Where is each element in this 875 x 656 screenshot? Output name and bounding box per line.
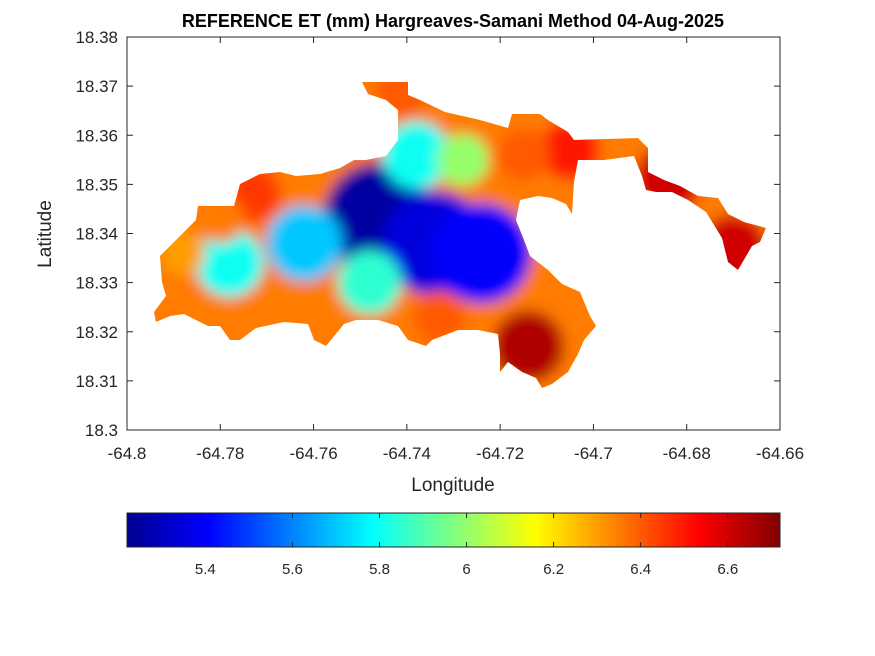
x-tick-label: -64.78 — [196, 444, 244, 463]
y-axis-ticks: 18.3 18.31 18.32 18.33 18.34 18.35 18.36 18.37 1… — [75, 28, 780, 440]
x-tick-label: -64.72 — [476, 444, 524, 463]
x-tick-label: -64.66 — [756, 444, 804, 463]
field-hotspot — [431, 203, 532, 304]
colorbar-tick-label: 6 — [462, 561, 470, 578]
x-tick-label: -64.7 — [574, 444, 613, 463]
x-tick-label: -64.68 — [663, 444, 711, 463]
y-tick-label: 18.31 — [75, 372, 118, 391]
y-tick-label: 18.3 — [85, 421, 118, 440]
colorbar-tick-label: 6.6 — [717, 561, 738, 578]
colorbar-ticks: 5.4 5.6 5.8 6 6.2 6.4 6.6 — [195, 513, 738, 578]
colorbar — [126, 512, 781, 548]
x-tick-label: -64.8 — [108, 444, 147, 463]
colorbar-tick-label: 5.8 — [369, 561, 390, 578]
y-tick-label: 18.34 — [75, 225, 118, 244]
colorbar-tick-label: 6.4 — [630, 561, 651, 578]
chart-title: REFERENCE ET (mm) Hargreaves-Samani Meth… — [182, 11, 724, 31]
field-hotspot — [382, 120, 451, 189]
x-axis-label: Longitude — [411, 475, 494, 496]
field-hotspot — [436, 133, 489, 186]
y-tick-label: 18.35 — [75, 175, 118, 194]
y-axis-label: Latitude — [35, 200, 56, 268]
field-hotspot — [195, 228, 264, 297]
field-hotspot — [196, 194, 245, 243]
y-tick-label: 18.38 — [75, 28, 118, 47]
x-tick-label: -64.74 — [383, 444, 431, 463]
colorbar-tick-label: 5.4 — [195, 561, 216, 578]
field-hotspot — [413, 291, 466, 344]
y-tick-label: 18.33 — [75, 274, 118, 293]
y-tick-label: 18.32 — [75, 323, 118, 342]
x-tick-label: -64.76 — [289, 444, 337, 463]
y-tick-label: 18.36 — [75, 126, 118, 145]
field-hotspot — [497, 128, 550, 181]
x-axis-ticks: -64.8 -64.78 -64.76 -64.74 -64.72 -64.7 -64.68… — [108, 37, 804, 463]
colorbar-tick-label: 6.2 — [543, 561, 564, 578]
colorbar-tick-label: 5.6 — [282, 561, 303, 578]
y-tick-label: 18.37 — [75, 77, 118, 96]
field-hotspot — [337, 250, 402, 315]
field-hotspot — [266, 205, 343, 282]
